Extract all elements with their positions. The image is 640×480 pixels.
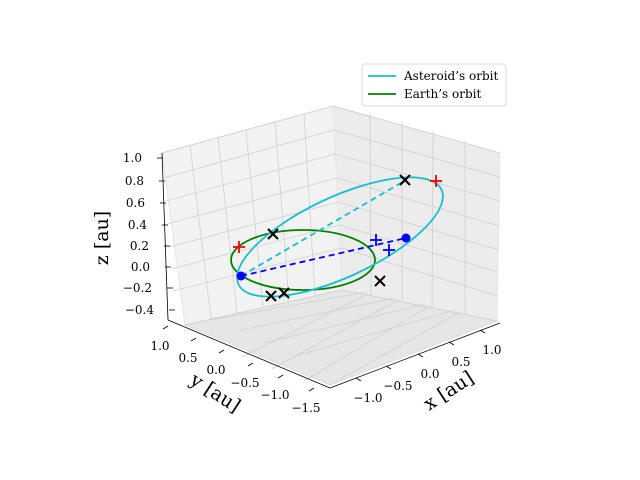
grid-line xyxy=(168,201,339,248)
y-tick-mark xyxy=(190,337,197,342)
z-tick-label: 0.8 xyxy=(125,174,144,188)
y-ticks: 1.0 0.5 0.0 −0.5−1.0−1.5 xyxy=(150,325,321,415)
earth-asteroid-connector xyxy=(240,237,407,277)
z-ticks: 1.0 0.8 0.6 0.4 0.2 0.0 −0.2 −0.4 xyxy=(123,151,175,317)
grid-line xyxy=(236,297,396,332)
grid-line xyxy=(333,129,501,178)
grid-line xyxy=(161,105,334,154)
grid-line xyxy=(184,289,343,326)
black-x-marker xyxy=(278,287,290,299)
z-tick-label: 0.6 xyxy=(126,196,145,210)
x-tick-label: −1.0 xyxy=(353,391,382,405)
z-tick-label: −0.2 xyxy=(123,281,152,295)
markers xyxy=(233,174,442,302)
y-tick-label: 0.5 xyxy=(178,351,197,365)
x-tick-mark xyxy=(448,341,455,346)
black-x-marker xyxy=(374,275,386,287)
x-tick-mark xyxy=(355,377,362,382)
x-tick-label: 0.0 xyxy=(420,367,439,381)
asteroid-orbit-line xyxy=(236,176,444,298)
grid-line xyxy=(271,299,399,370)
grid-line xyxy=(329,311,461,386)
blue-dot-marker xyxy=(401,233,411,243)
blue-plus-marker xyxy=(370,234,382,246)
x-ticks: −1.0−0.5 0.0 0.5 1.0 xyxy=(353,329,502,405)
blue-plus-marker xyxy=(383,244,395,256)
grid-line xyxy=(303,113,316,297)
legend-label-earth: Earth’s orbit xyxy=(404,87,481,101)
y-tick-mark xyxy=(162,325,169,330)
grid-line xyxy=(172,247,342,292)
black-x-marker xyxy=(267,228,279,240)
y-tick-label: −1.0 xyxy=(260,388,289,402)
grid-line xyxy=(336,177,500,227)
black-x-marker xyxy=(399,174,411,186)
y-tick-mark xyxy=(277,374,284,379)
grid-line xyxy=(338,224,499,273)
grid-line xyxy=(165,153,336,202)
x-tick-mark xyxy=(417,353,424,358)
legend-box xyxy=(361,63,507,107)
earth-orbit-line xyxy=(230,229,376,291)
grid-line xyxy=(337,201,500,251)
y-tick-label: −0.5 xyxy=(230,376,259,390)
y-tick-mark xyxy=(308,387,315,392)
x-tick-mark xyxy=(479,329,486,334)
x-tick-label: 0.5 xyxy=(451,355,470,369)
red-plus-marker xyxy=(233,241,245,253)
x-tick-label: 1.0 xyxy=(482,343,501,357)
y-tick-mark xyxy=(247,362,254,367)
y-tick-label: −1.5 xyxy=(291,401,320,415)
asteroid-node-line xyxy=(240,179,407,277)
z-tick-label: 0.2 xyxy=(130,239,149,253)
grid-line xyxy=(241,293,369,358)
grid-line xyxy=(166,177,338,225)
grid-line xyxy=(217,137,238,314)
grid-line xyxy=(303,305,431,382)
z-axis-label: z [au] xyxy=(91,211,113,265)
legend-label-asteroid: Asteroid’s orbit xyxy=(403,69,498,83)
grid-line xyxy=(332,105,501,154)
grid-line xyxy=(274,121,290,302)
y-tick-label: 1.0 xyxy=(150,339,169,353)
black-x-marker xyxy=(265,290,277,302)
x-tick-mark xyxy=(385,365,392,370)
grid-line xyxy=(263,303,426,344)
legend: Asteroid’s orbit Earth’s orbit xyxy=(361,63,507,107)
z-tick-label: 0.0 xyxy=(131,260,150,274)
x-tick-label: −0.5 xyxy=(383,379,412,393)
grid-line xyxy=(189,145,212,319)
grid-line xyxy=(340,247,499,297)
z-tick-label: 0.4 xyxy=(128,218,147,232)
grid-line xyxy=(245,129,264,308)
grid-line xyxy=(163,129,335,179)
y-tick-mark xyxy=(218,349,225,354)
z-tick-label: 1.0 xyxy=(123,151,142,165)
grid-line xyxy=(209,291,368,321)
z-tick-label: −0.4 xyxy=(125,303,155,317)
red-plus-marker xyxy=(430,175,442,187)
y-tick-label: 0.0 xyxy=(206,363,225,377)
blue-dot-marker xyxy=(236,271,246,281)
grid-line xyxy=(295,309,456,357)
